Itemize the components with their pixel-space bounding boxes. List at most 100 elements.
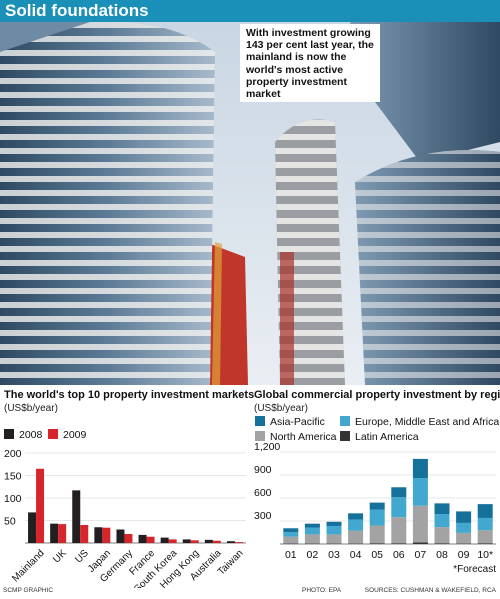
banner-title: Solid foundations	[5, 1, 149, 20]
legend-label-2009: 2009	[63, 429, 87, 441]
x-tick-label: 08	[436, 549, 448, 561]
photo-caption: With investment growing 143 per cent las…	[246, 27, 374, 101]
bar-segment-0	[412, 458, 428, 479]
legend-swatch-2009	[48, 429, 58, 439]
bar-2009	[146, 536, 155, 543]
bar-2009	[102, 527, 111, 543]
right-chart-unit: (US$b/year)	[254, 403, 308, 414]
legend-label-2008: 2008	[19, 429, 43, 441]
bar-2008	[204, 539, 213, 543]
bar-2008	[28, 512, 37, 543]
bar-2008	[116, 529, 125, 543]
bar-2009	[168, 539, 177, 543]
y-tick-label: 1,200	[254, 441, 280, 453]
bar-2008	[160, 537, 169, 543]
left-chart-unit: (US$b/year)	[4, 403, 58, 414]
y-tick-label: 150	[4, 471, 22, 483]
bar-segment-2	[369, 525, 385, 544]
y-tick-label: 300	[254, 510, 272, 522]
x-tick-label: UK	[51, 548, 69, 566]
right-chart-title: Global commercial property investment by…	[254, 389, 500, 401]
bar-segment-3	[369, 543, 385, 544]
bar-segment-2	[456, 532, 472, 544]
bar-segment-0	[348, 513, 364, 520]
legend-swatch-north-america	[255, 431, 265, 441]
legend-label-emea: Europe, Middle East and Africa	[355, 416, 500, 428]
legend-label-asia-pacific: Asia-Pacific	[270, 416, 325, 428]
bar-segment-3	[434, 543, 450, 544]
x-tick-label: 01	[285, 549, 297, 561]
y-tick-label: 600	[254, 487, 272, 499]
bar-segment-0	[369, 502, 385, 510]
bar-segment-2	[326, 534, 342, 544]
bar-segment-0	[434, 503, 450, 515]
bar-2008	[138, 534, 147, 543]
bar-2009	[58, 524, 67, 543]
bar-2009	[36, 468, 45, 543]
bar-segment-1	[369, 509, 385, 526]
bar-segment-1	[434, 514, 450, 528]
legend-swatch-latin-america	[340, 431, 350, 441]
bar-segment-2	[348, 530, 364, 544]
legend-asia-pacific: Asia-Pacific	[255, 416, 325, 428]
bar-segment-1	[283, 532, 299, 537]
y-tick-label: 50	[4, 516, 16, 528]
x-tick-label: 09	[458, 549, 470, 561]
bar-segment-1	[477, 517, 493, 531]
x-tick-label: 05	[371, 549, 383, 561]
photo-credit: PHOTO: EPA	[302, 587, 342, 594]
legend-emea: Europe, Middle East and Africa	[340, 416, 499, 428]
bar-2008	[50, 523, 59, 543]
forecast-note: *Forecast	[453, 564, 496, 575]
bar-2009	[234, 542, 243, 543]
legend-label-north-america: North America	[270, 431, 337, 443]
legend-latin-america: Latin America	[340, 431, 419, 443]
bar-segment-0	[326, 521, 342, 526]
building-photo-illustration	[0, 22, 500, 385]
bar-segment-3	[412, 542, 428, 544]
bar-segment-0	[456, 511, 472, 523]
bar-2009	[80, 525, 89, 543]
bar-2009	[212, 540, 221, 543]
x-tick-label: Taiwan	[216, 548, 246, 578]
bar-segment-1	[304, 527, 320, 535]
legend-north-america: North America	[255, 431, 337, 443]
legend-swatch-asia-pacific	[255, 416, 265, 426]
y-tick-label: 200	[4, 448, 22, 460]
x-tick-label: US	[73, 548, 91, 566]
title-banner: Solid foundations	[0, 0, 500, 22]
bar-segment-0	[391, 487, 407, 498]
bar-2009	[124, 534, 133, 543]
graphic-credit: SCMP GRAPHIC	[3, 587, 54, 594]
bar-segment-0	[477, 504, 493, 518]
legend-2009: 2009	[48, 429, 86, 441]
bar-2008	[94, 527, 103, 543]
bar-segment-2	[283, 536, 299, 544]
bar-segment-2	[304, 534, 320, 544]
x-tick-label: 10*	[477, 549, 493, 561]
x-tick-label: Mainland	[10, 548, 46, 584]
bar-2008	[226, 541, 235, 543]
bar-segment-0	[304, 523, 320, 528]
legend-label-latin-america: Latin America	[355, 431, 419, 443]
left-chart-title: The world's top 10 property investment m…	[4, 389, 255, 401]
y-tick-label: 900	[254, 464, 272, 476]
building-photo	[0, 22, 500, 385]
bar-segment-1	[456, 522, 472, 533]
bar-segment-1	[412, 478, 428, 506]
legend-2008: 2008	[4, 429, 42, 441]
legend-swatch-emea	[340, 416, 350, 426]
bar-segment-1	[326, 525, 342, 535]
x-tick-label: 03	[328, 549, 340, 561]
bar-segment-1	[391, 497, 407, 518]
legend-swatch-2008	[4, 429, 14, 439]
x-tick-label: 06	[393, 549, 405, 561]
y-tick-label: 100	[4, 493, 22, 505]
bar-2009	[190, 540, 199, 543]
sources-credit: SOURCES: CUSHMAN & WAKEFIELD, RCA	[364, 587, 496, 594]
bar-segment-3	[477, 543, 493, 544]
x-tick-label: 04	[350, 549, 362, 561]
x-tick-label: 07	[415, 549, 427, 561]
bar-segment-2	[412, 505, 428, 543]
